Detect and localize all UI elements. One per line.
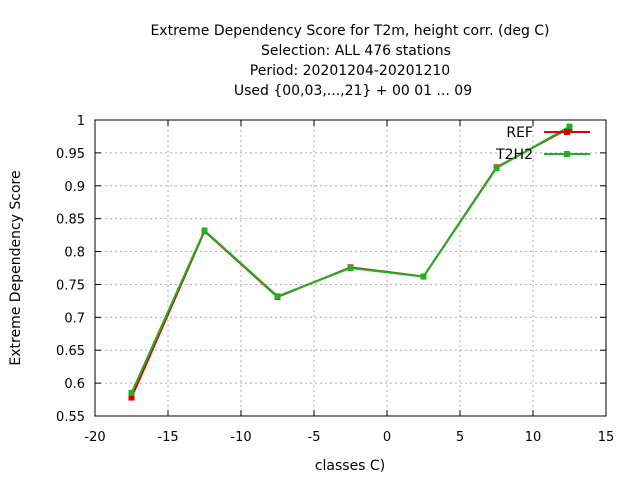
title-line-4: Used {00,03,...,21} + 00 01 ... 09 — [234, 83, 472, 99]
title-line-2: Selection: ALL 476 stations — [261, 43, 451, 59]
y-tick-label: 1 — [77, 114, 85, 129]
data-point — [493, 165, 500, 172]
title-line-3: Period: 20201204-20201210 — [250, 63, 450, 79]
legend: REF T2H2 — [495, 125, 590, 163]
y-tick-label: 0.6 — [64, 377, 85, 392]
legend-item-t2h2: T2H2 — [495, 147, 590, 163]
data-point — [128, 394, 135, 401]
legend-label: REF — [506, 125, 533, 141]
x-tick-label: -15 — [157, 430, 178, 445]
data-point — [274, 293, 281, 300]
grid — [95, 120, 606, 416]
legend-marker — [564, 129, 570, 135]
y-tick-label: 0.7 — [64, 311, 85, 326]
series-t2h2 — [128, 123, 573, 396]
x-tick-label: 10 — [525, 430, 542, 445]
series-layer — [128, 123, 573, 401]
y-axis-label: Extreme Dependency Score — [8, 170, 24, 365]
series-line — [130, 125, 570, 394]
series-line — [130, 127, 570, 398]
y-tick-label: 0.8 — [64, 246, 85, 261]
y-tick-label: 0.65 — [56, 344, 85, 359]
y-tick-label: 0.75 — [56, 278, 85, 293]
chart-title: Extreme Dependency Score for T2m, height… — [150, 23, 549, 99]
data-point — [128, 389, 135, 396]
x-tick-label: 0 — [383, 430, 391, 445]
plot-frame — [94, 119, 607, 417]
x-tick-label: 15 — [598, 430, 615, 445]
x-tick-label: -20 — [84, 430, 105, 445]
series-ref — [128, 124, 573, 401]
data-point — [566, 123, 573, 130]
data-point — [420, 273, 427, 280]
y-tick-label: 0.85 — [56, 213, 85, 228]
y-tick-label: 0.95 — [56, 147, 85, 162]
y-tick-label: 0.9 — [64, 180, 85, 195]
legend-marker — [564, 151, 570, 157]
y-tick-label: 0.55 — [56, 410, 85, 425]
x-tick-label: 5 — [456, 430, 464, 445]
data-point — [201, 227, 208, 234]
x-axis-label: classes C) — [315, 458, 385, 474]
legend-item-ref: REF — [506, 125, 590, 141]
title-line-1: Extreme Dependency Score for T2m, height… — [150, 23, 549, 39]
axis-ticks: 0.55 0.6 0.65 0.7 0.75 0.8 0.85 0.9 0.95 1 -20 -15 -… — [56, 114, 614, 445]
x-tick-label: -5 — [308, 430, 321, 445]
legend-label: T2H2 — [495, 147, 533, 163]
data-point — [347, 265, 354, 271]
x-tick-label: -10 — [230, 430, 251, 445]
